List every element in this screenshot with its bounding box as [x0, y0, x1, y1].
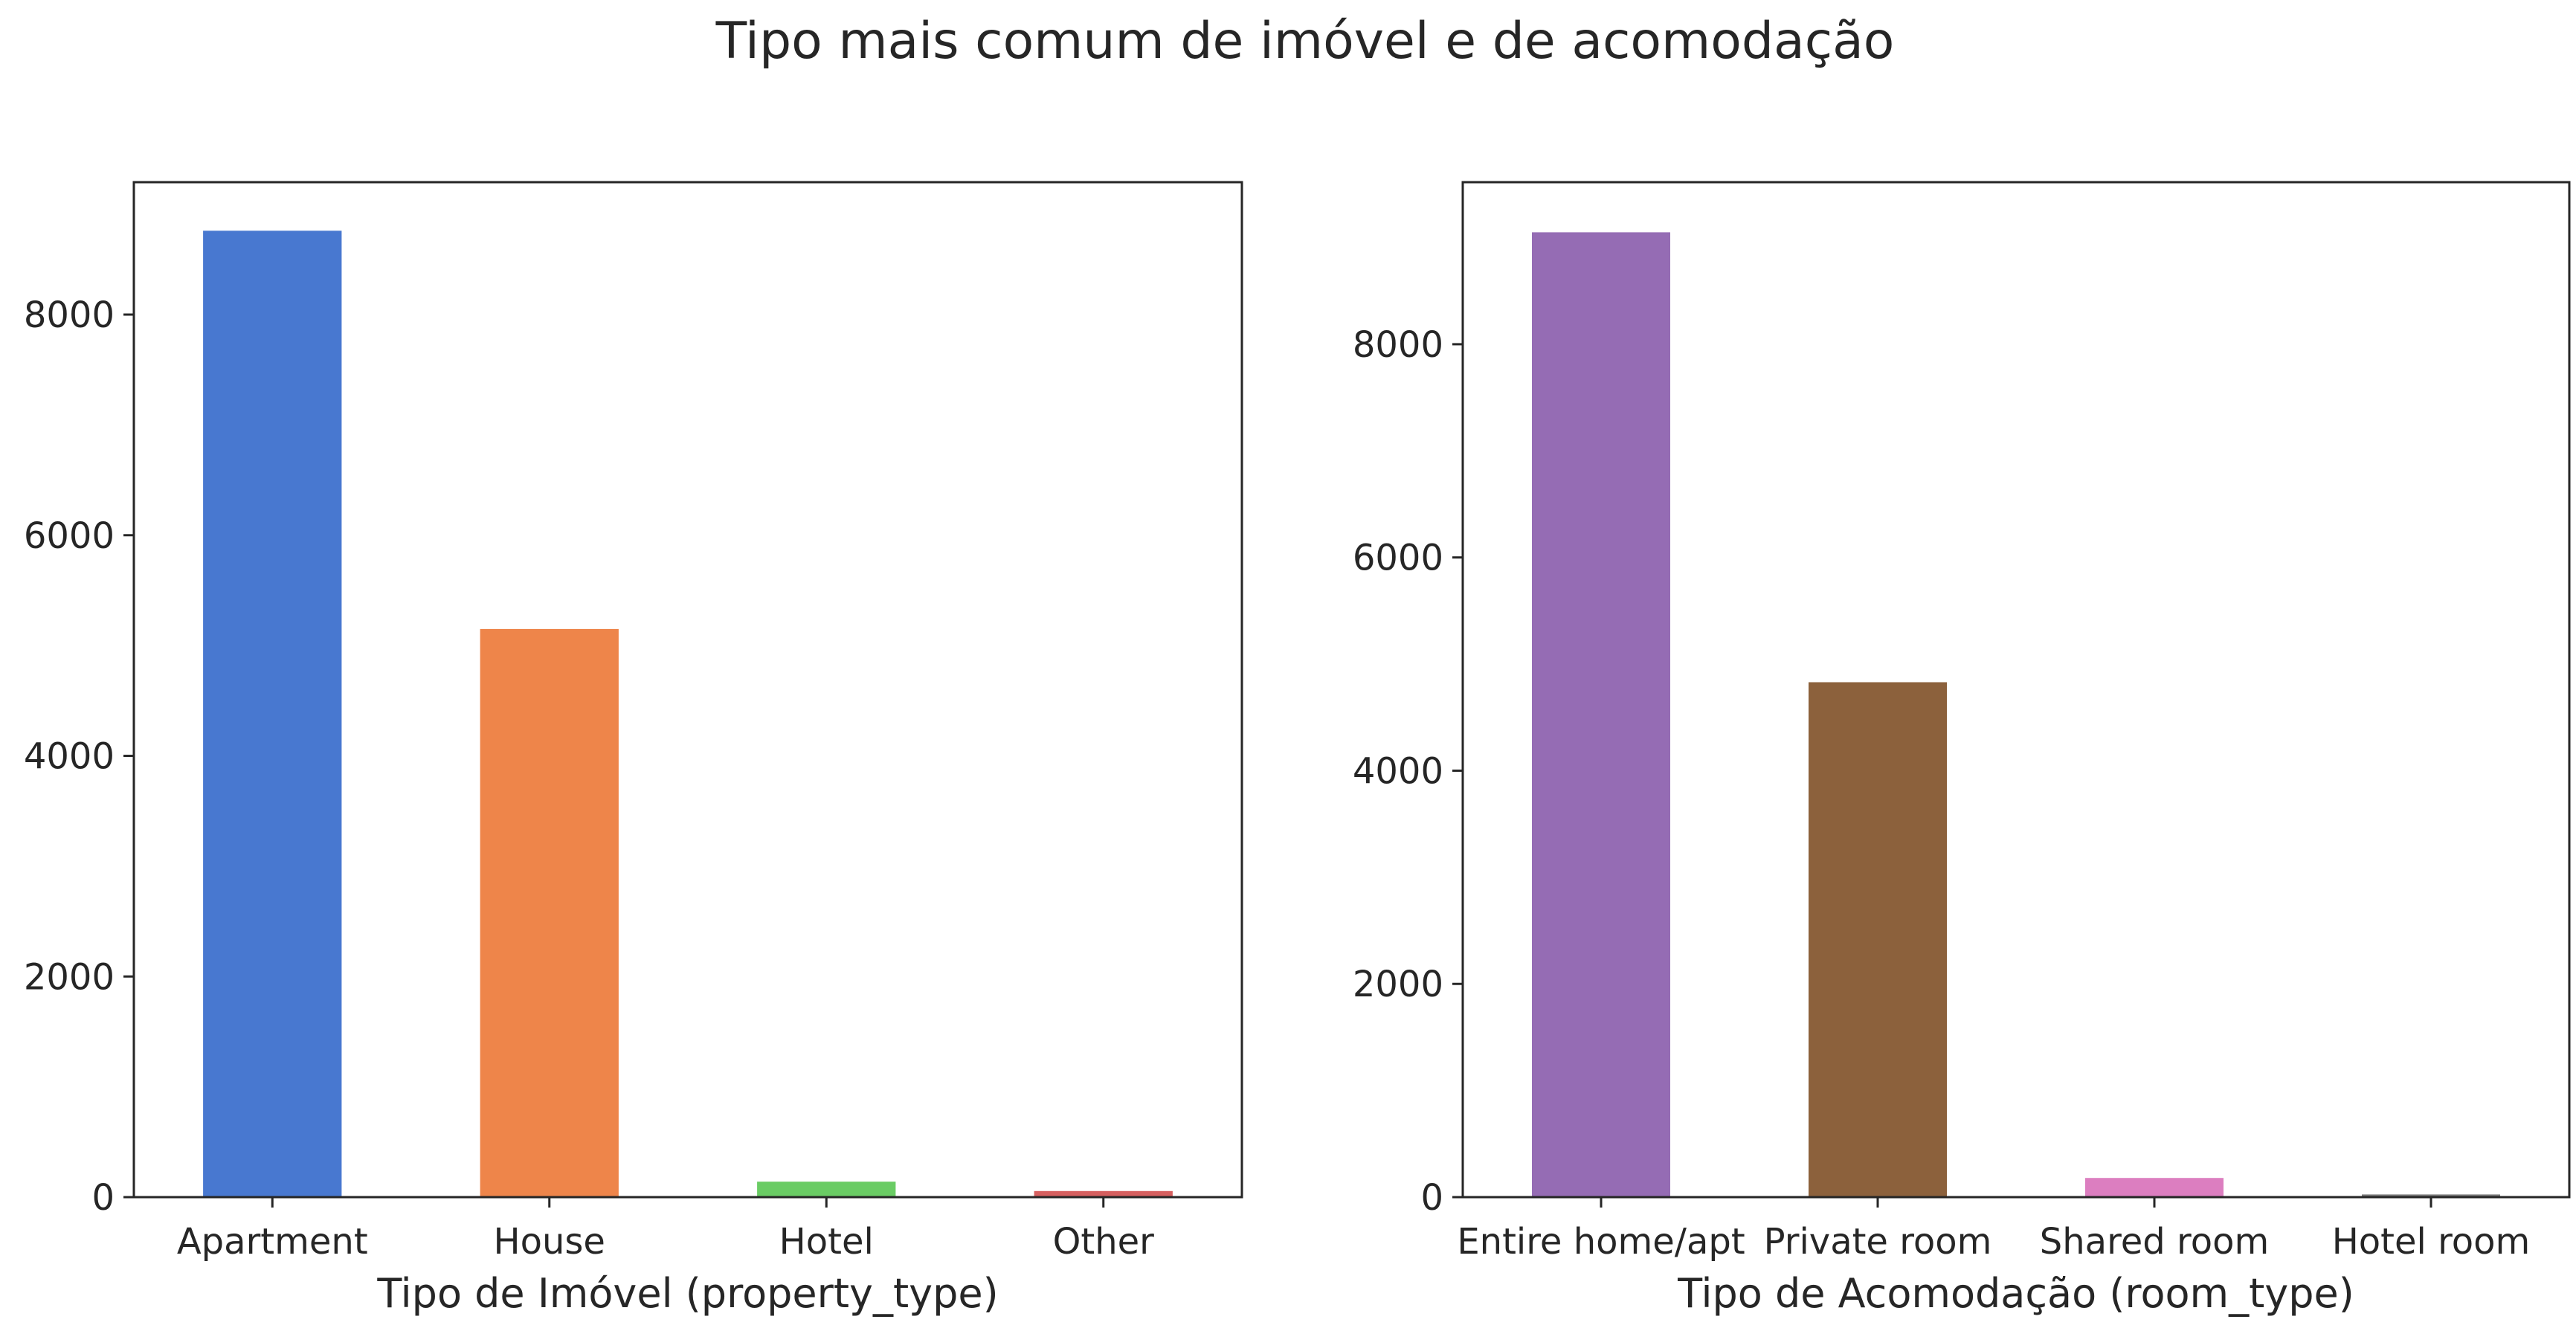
- y-tick-label: 8000: [1353, 324, 1443, 366]
- y-tick-label: 6000: [1353, 538, 1443, 579]
- bar-other: [1034, 1190, 1173, 1197]
- bar-apartment: [203, 231, 342, 1197]
- x-tick-label: Apartment: [177, 1221, 368, 1263]
- y-tick-label: 6000: [24, 515, 115, 557]
- y-tick-label: 0: [91, 1177, 115, 1219]
- property-type-chart: 0 2000 4000 6000 8000 Apartment House Hotel Othe…: [24, 181, 1243, 1317]
- y-tick-label: 2000: [24, 956, 115, 998]
- room-type-chart: 0 2000 4000 6000 8000 Entire home/apt Private …: [1353, 181, 2571, 1317]
- bar-entire-home-apt: [1532, 232, 1670, 1197]
- y-tick-label: 8000: [24, 294, 115, 336]
- bar-house: [480, 628, 619, 1197]
- plot-frame: [1461, 181, 2571, 1199]
- x-tick-label: House: [494, 1221, 605, 1263]
- bar-hotel-room: [2362, 1194, 2500, 1197]
- x-tick-label: Shared room: [2040, 1221, 2269, 1263]
- x-tick-label: Hotel: [779, 1221, 874, 1263]
- plot-frame: [132, 181, 1243, 1199]
- y-tick-label: 4000: [24, 736, 115, 778]
- bar-shared-room: [2085, 1178, 2224, 1197]
- y-tick-label: 2000: [1353, 964, 1443, 1005]
- figure-title: Tipo mais comum de imóvel e de acomodaçã…: [715, 12, 1895, 71]
- bar-hotel: [757, 1182, 896, 1197]
- x-axis-label: Tipo de Imóvel (property_type): [376, 1270, 998, 1317]
- x-tick-label: Private room: [1764, 1221, 1992, 1263]
- x-axis-label: Tipo de Acomodação (room_type): [1677, 1270, 2354, 1317]
- y-tick-label: 4000: [1353, 750, 1443, 792]
- x-tick-label: Hotel room: [2332, 1221, 2531, 1263]
- y-tick-label: 0: [1420, 1177, 1443, 1219]
- x-tick-label: Entire home/apt: [1457, 1221, 1745, 1263]
- x-tick-label: Other: [1053, 1221, 1155, 1263]
- bar-private-room: [1809, 682, 1947, 1197]
